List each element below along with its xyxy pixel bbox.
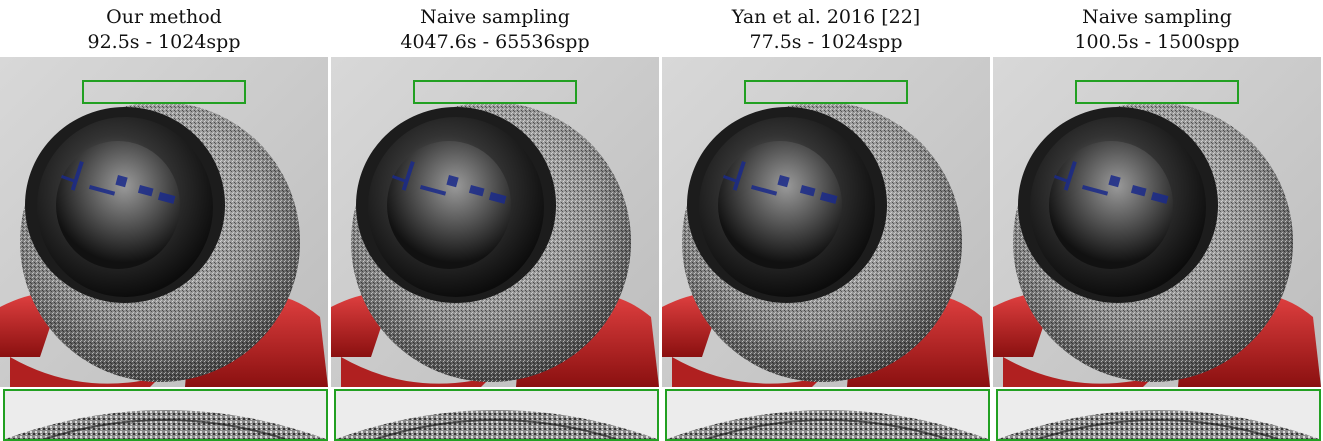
render-image — [993, 57, 1321, 387]
panel-naive-sampling-1500spp: Naive sampling 100.5s - 1500spp — [993, 0, 1321, 441]
panel-naive-sampling-65536spp: Naive sampling 4047.6s - 65536spp — [331, 0, 659, 441]
panel-stats: 92.5s - 1024spp — [87, 31, 241, 53]
panel-title: Naive sampling — [420, 6, 570, 28]
render-image — [662, 57, 990, 387]
panel-stats: 4047.6s - 65536spp — [400, 31, 590, 53]
panel-caption: Our method 92.5s - 1024spp — [0, 5, 328, 55]
panel-caption: Naive sampling 4047.6s - 65536spp — [331, 5, 659, 55]
zoom-crop — [334, 389, 659, 441]
panel-stats: 77.5s - 1024spp — [749, 31, 903, 53]
panel-yan-2016: Yan et al. 2016 [22] 77.5s - 1024spp — [662, 0, 990, 441]
panel-stats: 100.5s - 1500spp — [1074, 31, 1240, 53]
panel-caption: Yan et al. 2016 [22] 77.5s - 1024spp — [662, 5, 990, 55]
render-image — [0, 57, 328, 387]
panel-caption: Naive sampling 100.5s - 1500spp — [993, 5, 1321, 55]
zoom-crop — [665, 389, 990, 441]
panel-title: Yan et al. 2016 [22] — [731, 6, 921, 28]
panel-our-method: Our method 92.5s - 1024spp — [0, 0, 328, 441]
panel-title: Naive sampling — [1082, 6, 1232, 28]
zoom-crop — [996, 389, 1321, 441]
zoom-crop — [3, 389, 328, 441]
panel-title: Our method — [106, 6, 222, 28]
render-image — [331, 57, 659, 387]
